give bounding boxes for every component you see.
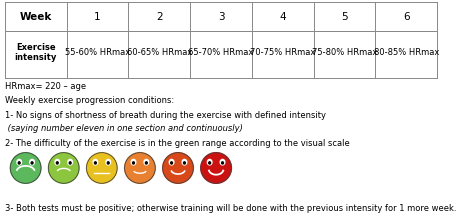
Text: 2- The difficulty of the exercise is in the green range according to the visual : 2- The difficulty of the exercise is in …	[5, 139, 349, 149]
Text: 75-80% HRmax: 75-80% HRmax	[312, 48, 377, 57]
Ellipse shape	[18, 162, 20, 164]
Text: Week: Week	[19, 11, 52, 22]
Ellipse shape	[131, 159, 136, 165]
Ellipse shape	[30, 159, 35, 165]
Ellipse shape	[201, 153, 231, 183]
Ellipse shape	[146, 162, 147, 164]
Ellipse shape	[10, 153, 41, 183]
Ellipse shape	[86, 153, 117, 183]
Text: HRmax= 220 – age: HRmax= 220 – age	[5, 82, 86, 91]
Ellipse shape	[48, 153, 79, 183]
Ellipse shape	[169, 159, 174, 165]
Ellipse shape	[68, 159, 73, 165]
Text: 55-60% HRmax: 55-60% HRmax	[65, 48, 130, 57]
Ellipse shape	[182, 159, 187, 165]
Text: 65-70% HRmax: 65-70% HRmax	[188, 48, 254, 57]
Ellipse shape	[183, 162, 185, 164]
Ellipse shape	[17, 159, 21, 165]
Text: 60-65% HRmax: 60-65% HRmax	[127, 48, 192, 57]
Ellipse shape	[93, 159, 98, 165]
Ellipse shape	[106, 159, 110, 165]
Text: 3- Both tests must be positive; otherwise training will be done with the previou: 3- Both tests must be positive; otherwis…	[5, 204, 456, 213]
Ellipse shape	[207, 159, 212, 165]
Text: Exercise
intensity: Exercise intensity	[14, 43, 57, 62]
Text: 1- No signs of shortness of breath during the exercise with defined intensity: 1- No signs of shortness of breath durin…	[5, 111, 326, 120]
Ellipse shape	[31, 162, 33, 164]
Ellipse shape	[163, 153, 193, 183]
Text: 4: 4	[280, 11, 286, 22]
Text: 6: 6	[403, 11, 410, 22]
Ellipse shape	[107, 162, 109, 164]
Ellipse shape	[220, 159, 225, 165]
Ellipse shape	[171, 162, 173, 164]
Ellipse shape	[222, 162, 223, 164]
Ellipse shape	[133, 162, 135, 164]
Ellipse shape	[69, 162, 71, 164]
Text: 1: 1	[94, 11, 100, 22]
Text: 5: 5	[341, 11, 348, 22]
Ellipse shape	[209, 162, 210, 164]
Text: 80-85% HRmax: 80-85% HRmax	[374, 48, 439, 57]
Ellipse shape	[56, 162, 58, 164]
Ellipse shape	[125, 153, 155, 183]
Ellipse shape	[55, 159, 60, 165]
Text: 3: 3	[218, 11, 224, 22]
Ellipse shape	[144, 159, 149, 165]
Text: 70-75% HRmax: 70-75% HRmax	[250, 48, 315, 57]
Text: Weekly exercise progression conditions:: Weekly exercise progression conditions:	[5, 95, 174, 105]
Ellipse shape	[94, 162, 96, 164]
Text: 2: 2	[156, 11, 163, 22]
Text: (saying number eleven in one section and continuously): (saying number eleven in one section and…	[5, 124, 243, 133]
